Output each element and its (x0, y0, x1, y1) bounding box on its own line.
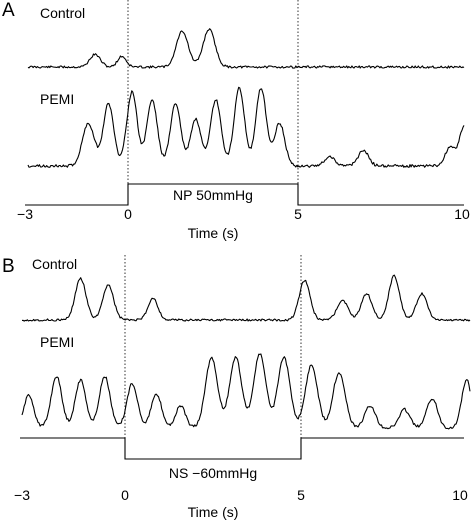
trace-label-control-b: Control (32, 256, 77, 272)
panel-letter-a: A (2, 0, 15, 21)
tick-label-a-2: 5 (294, 206, 302, 222)
panel-a: A Control PEMI NP 50mmHg −3 0 5 10 Time … (2, 0, 470, 241)
tick-label-b-3: 10 (452, 487, 468, 503)
x-axis-title-a: Time (s) (188, 225, 239, 241)
tick-label-a-0: −3 (17, 206, 33, 222)
trace-label-control-a: Control (40, 5, 85, 21)
panel-letter-b: B (2, 256, 15, 277)
trace-control-a (28, 29, 464, 68)
trace-pemi-a (28, 87, 464, 167)
trace-label-pemi-a: PEMI (40, 91, 74, 107)
tick-label-a-3: 10 (454, 206, 470, 222)
trace-control-b (22, 275, 470, 321)
tick-label-a-1: 0 (124, 206, 132, 222)
stimulus-label-a: NP 50mmHg (173, 187, 253, 203)
tick-label-b-0: −3 (14, 487, 30, 503)
x-axis-title-b: Time (s) (188, 504, 239, 520)
tick-label-b-2: 5 (297, 487, 305, 503)
stimulus-label-b: NS −60mmHg (169, 465, 257, 481)
tick-label-b-1: 0 (121, 487, 129, 503)
trace-label-pemi-b: PEMI (40, 334, 74, 350)
stimulus-bar-b (20, 438, 464, 459)
panel-b: B Control PEMI NS −60mmHg −3 0 5 10 Time… (2, 255, 470, 520)
trace-pemi-b (22, 354, 470, 429)
